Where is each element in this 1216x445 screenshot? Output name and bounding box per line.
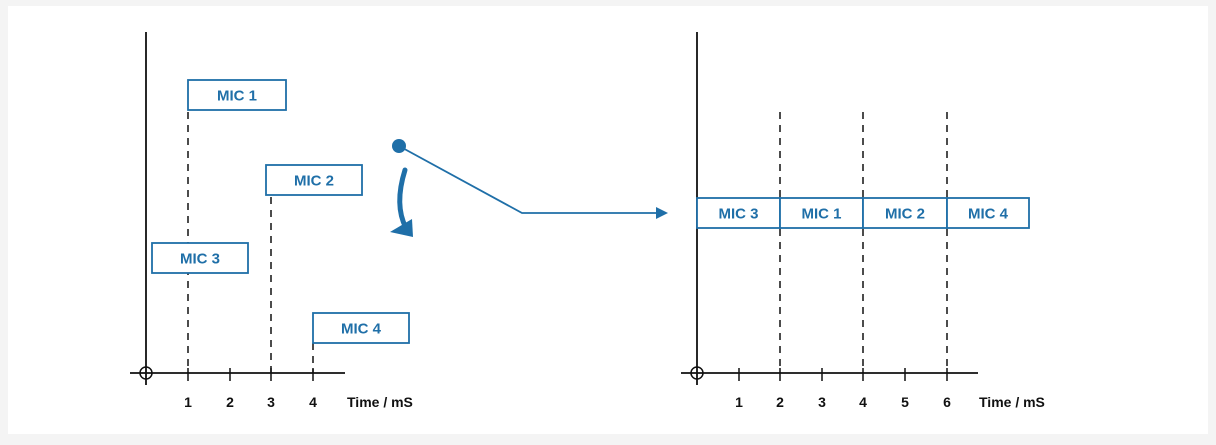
mic-label: MIC 3 [180,251,220,268]
right-slot-mic3: MIC 3 [696,197,781,229]
left-tick-label: 1 [184,394,192,410]
left-tick-label: 2 [226,394,234,410]
right-slot-lines [779,112,948,373]
left-mic4-box: MIC 4 [312,312,410,344]
left-axis-title: Time / mS [347,394,413,410]
left-mic1-box: MIC 1 [187,79,287,111]
right-axis-title: Time / mS [979,394,1045,410]
left-mic3-box: MIC 3 [151,242,249,274]
mic-label: MIC 4 [341,321,382,338]
right-tick-label: 2 [776,394,784,410]
mic-label: MIC 2 [294,173,334,190]
slot-label: MIC 3 [718,206,758,223]
left-tick-label: 4 [309,394,317,410]
switch-icon [392,139,668,219]
right-diagram: 1 2 3 4 5 6 Time / mS MIC 3 MIC 1 MIC 2 … [681,32,1045,410]
right-tick-label: 4 [859,394,867,410]
slot-label: MIC 4 [968,206,1009,223]
left-origin-marker [139,366,153,380]
arrow-right-icon [398,145,668,219]
right-tick-label: 3 [818,394,826,410]
mic-label: MIC 1 [217,88,257,105]
right-tick-marks [738,368,948,381]
slot-label: MIC 2 [885,206,925,223]
slot-label: MIC 1 [801,206,841,223]
right-tick-label: 5 [901,394,909,410]
curved-arrow-icon [390,167,413,237]
right-slot-mic2: MIC 2 [862,197,948,229]
right-tick-label: 6 [943,394,951,410]
left-mic2-box: MIC 2 [265,164,363,196]
right-slot-mic1: MIC 1 [779,197,864,229]
right-tick-label: 1 [735,394,743,410]
left-diagram: 1 2 3 4 Time / mS MIC 1 MIC 2 MIC 3 MIC … [130,32,413,410]
right-slot-mic4: MIC 4 [946,197,1030,229]
right-origin-marker [690,366,704,380]
left-tick-label: 3 [267,394,275,410]
